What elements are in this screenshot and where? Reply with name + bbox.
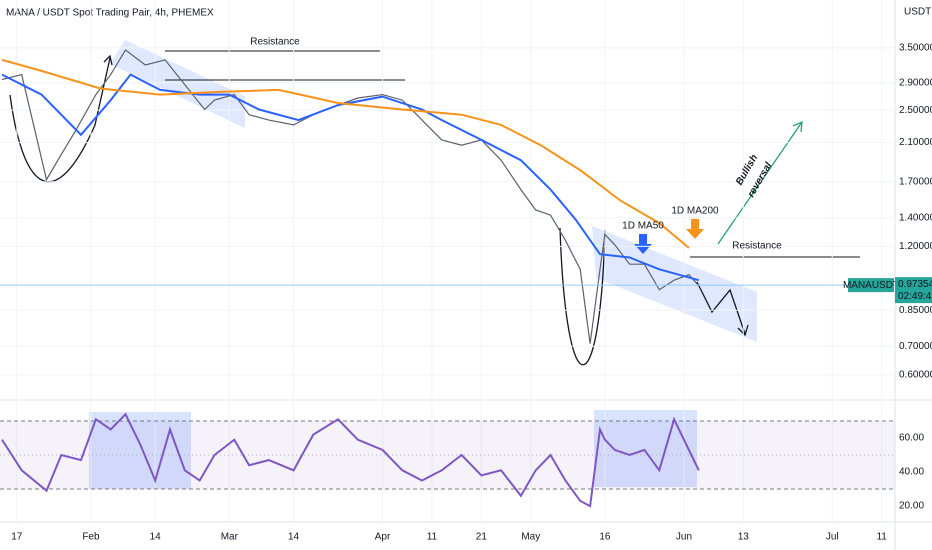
arrow-head bbox=[737, 324, 749, 337]
price-label: 0.97354 bbox=[898, 279, 932, 290]
x-tick-label: 17 bbox=[11, 532, 23, 543]
x-tick-label: Jul bbox=[826, 532, 839, 543]
symbol-label-box bbox=[848, 278, 894, 293]
annotation: 1D MA200 bbox=[671, 206, 719, 217]
annotation: Resistance bbox=[732, 241, 782, 252]
arc bbox=[559, 227, 606, 366]
x-tick-label: Feb bbox=[82, 532, 100, 543]
zigzag bbox=[696, 281, 746, 335]
y-tick-label: 2.50000 bbox=[899, 105, 932, 116]
y-tick-label: 1.70000 bbox=[899, 176, 932, 187]
y-tick-label: 0.60000 bbox=[899, 370, 932, 381]
x-tick-label: 11 bbox=[876, 532, 887, 543]
channel bbox=[592, 226, 757, 342]
ma200-arrow bbox=[686, 219, 704, 239]
ma50-arrow bbox=[634, 234, 652, 254]
x-tick-label: 14 bbox=[150, 532, 162, 543]
symbol-label: MANAUSDT bbox=[843, 280, 899, 291]
x-tick-label: May bbox=[521, 532, 540, 543]
y-tick-label: 2.10000 bbox=[899, 137, 932, 148]
annotation: Resistance bbox=[250, 37, 300, 48]
x-tick-label: 14 bbox=[288, 532, 300, 543]
y-tick-label: 2.90000 bbox=[899, 77, 932, 88]
series-line bbox=[1, 412, 700, 508]
rsi-tick-label: 20.00 bbox=[899, 501, 924, 512]
y-tick-label: 0.85000 bbox=[899, 305, 932, 316]
x-tick-label: Apr bbox=[375, 532, 391, 543]
series-line bbox=[1, 49, 700, 344]
rsi-band bbox=[0, 420, 895, 490]
arrow-head bbox=[792, 120, 803, 133]
y-tick-label: 0.70000 bbox=[899, 341, 932, 352]
x-tick-label: 21 bbox=[476, 532, 488, 543]
y-tick-label: 1.40000 bbox=[899, 212, 932, 223]
channel bbox=[110, 40, 245, 128]
chart-title: MANA / USDT Spot Trading Pair, 4h, PHEME… bbox=[6, 8, 214, 19]
y-tick-label: 3.50000 bbox=[899, 42, 932, 53]
y-tick-label: 1.20000 bbox=[899, 241, 932, 252]
currency: USDT bbox=[904, 7, 931, 18]
rsi-tick-label: 60.00 bbox=[899, 433, 924, 444]
countdown-label: 02:49:45 bbox=[898, 291, 932, 302]
annotation: 1D MA50 bbox=[622, 221, 664, 232]
rsi-tick-label: 40.00 bbox=[899, 467, 924, 478]
x-tick-label: 16 bbox=[599, 532, 611, 543]
rsi-highlight bbox=[89, 412, 191, 489]
x-tick-label: Jun bbox=[676, 532, 692, 543]
x-tick-label: 11 bbox=[427, 532, 438, 543]
rsi-highlight bbox=[594, 410, 697, 487]
series-line bbox=[1, 73, 700, 282]
x-tick-label: Mar bbox=[221, 532, 239, 543]
series-line bbox=[1, 58, 690, 249]
x-tick-label: 13 bbox=[738, 532, 750, 543]
arrow-head bbox=[103, 54, 113, 66]
price-label-box bbox=[895, 277, 932, 304]
